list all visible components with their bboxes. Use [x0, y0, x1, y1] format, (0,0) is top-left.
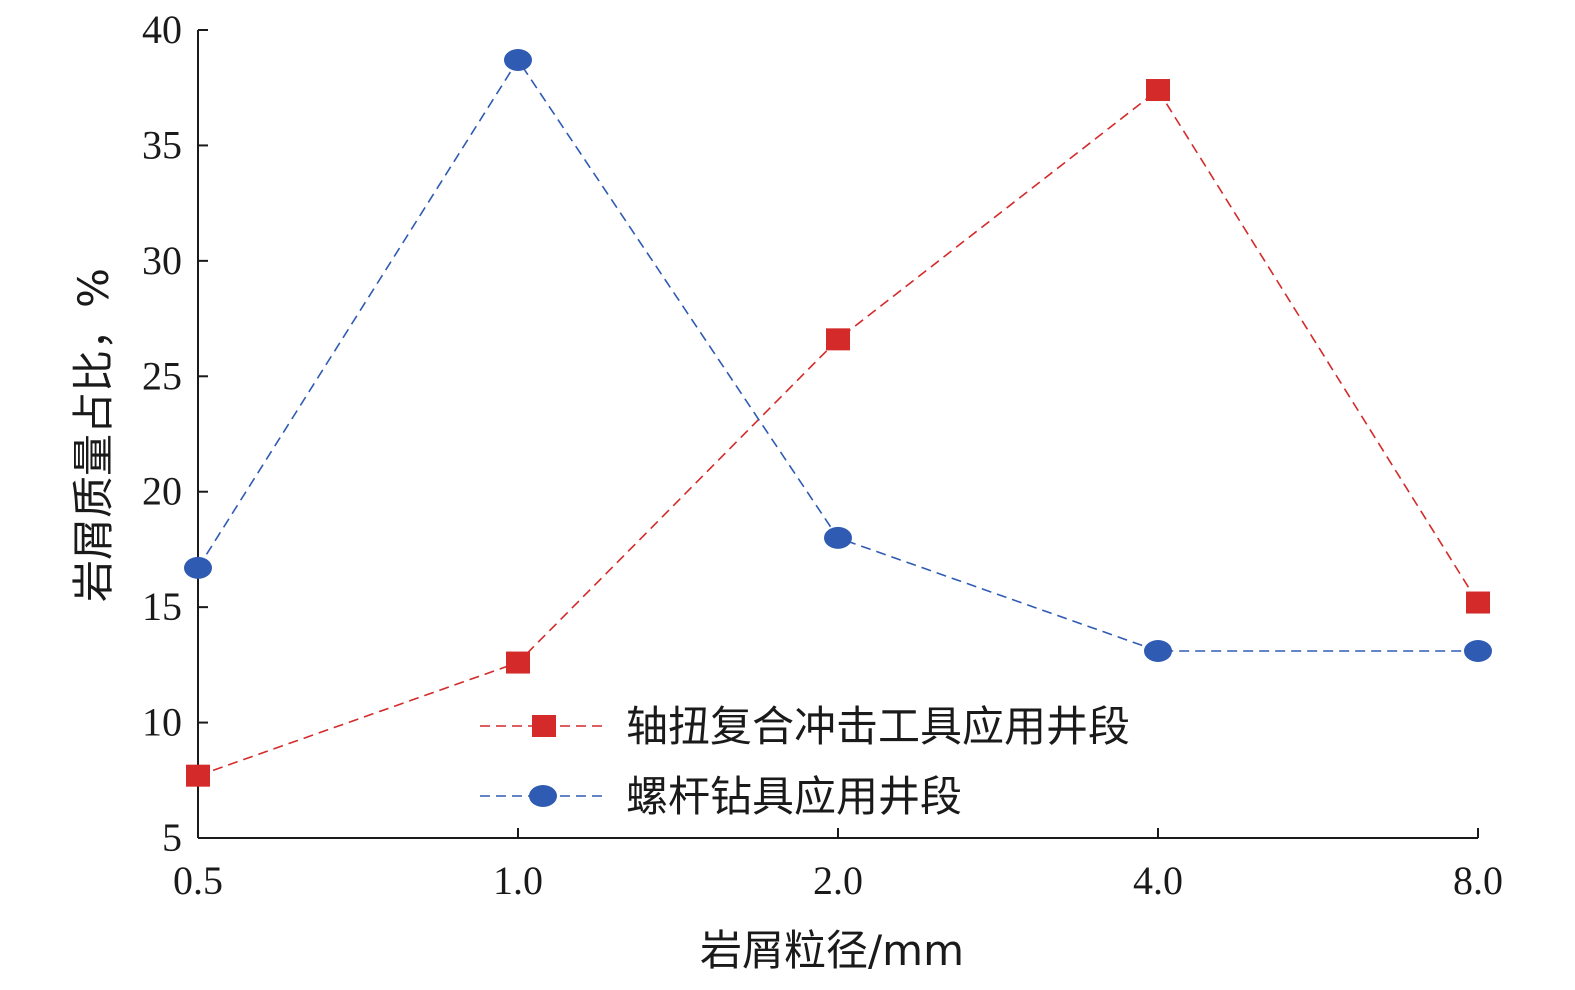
y-tick-label: 35 — [142, 122, 182, 167]
legend-marker-square — [532, 715, 556, 737]
series-layer — [184, 49, 1492, 787]
y-ticks: 5 10 15 20 25 30 35 40 — [142, 7, 208, 860]
x-tick-label: 0.5 — [173, 858, 223, 903]
data-point-square — [826, 328, 850, 351]
data-point-circle — [1464, 640, 1492, 663]
y-axis-title: 岩屑质量占比，% — [69, 268, 118, 602]
y-tick-label: 10 — [142, 700, 182, 745]
x-tick-label: 4.0 — [1133, 858, 1183, 903]
data-point-circle — [184, 556, 212, 579]
x-axis-title: 岩屑粒径/mm — [700, 926, 964, 975]
y-tick-label: 20 — [142, 469, 182, 514]
data-point-square — [1146, 79, 1170, 102]
legend-label-series-2: 螺杆钻具应用井段 — [626, 772, 962, 821]
legend-marker-circle — [529, 785, 557, 807]
data-point-circle — [1144, 640, 1172, 663]
data-point-circle — [504, 49, 532, 72]
x-tick-label: 1.0 — [493, 858, 543, 903]
legend-item-series-2: 螺杆钻具应用井段 — [480, 772, 962, 821]
series-line — [197, 88, 1479, 777]
series-2 — [184, 49, 1492, 663]
series-1 — [186, 79, 1490, 787]
data-point-square — [186, 764, 210, 787]
x-tick-label: 2.0 — [813, 858, 863, 903]
y-tick-label: 30 — [142, 238, 182, 283]
y-tick-label: 5 — [162, 815, 182, 860]
legend-label-series-1: 轴扭复合冲击工具应用井段 — [626, 702, 1130, 751]
data-point-circle — [824, 526, 852, 549]
data-point-square — [1466, 591, 1490, 614]
legend: 轴扭复合冲击工具应用井段 螺杆钻具应用井段 — [480, 702, 1130, 821]
y-tick-label: 25 — [142, 353, 182, 398]
x-ticks: 0.5 1.0 2.0 4.0 8.0 — [173, 828, 1503, 903]
legend-item-series-1: 轴扭复合冲击工具应用井段 — [480, 702, 1130, 751]
y-tick-label: 15 — [142, 584, 182, 629]
series-line — [197, 58, 1478, 652]
x-tick-label: 8.0 — [1453, 858, 1503, 903]
y-tick-label: 40 — [142, 7, 182, 52]
data-point-square — [506, 651, 530, 674]
